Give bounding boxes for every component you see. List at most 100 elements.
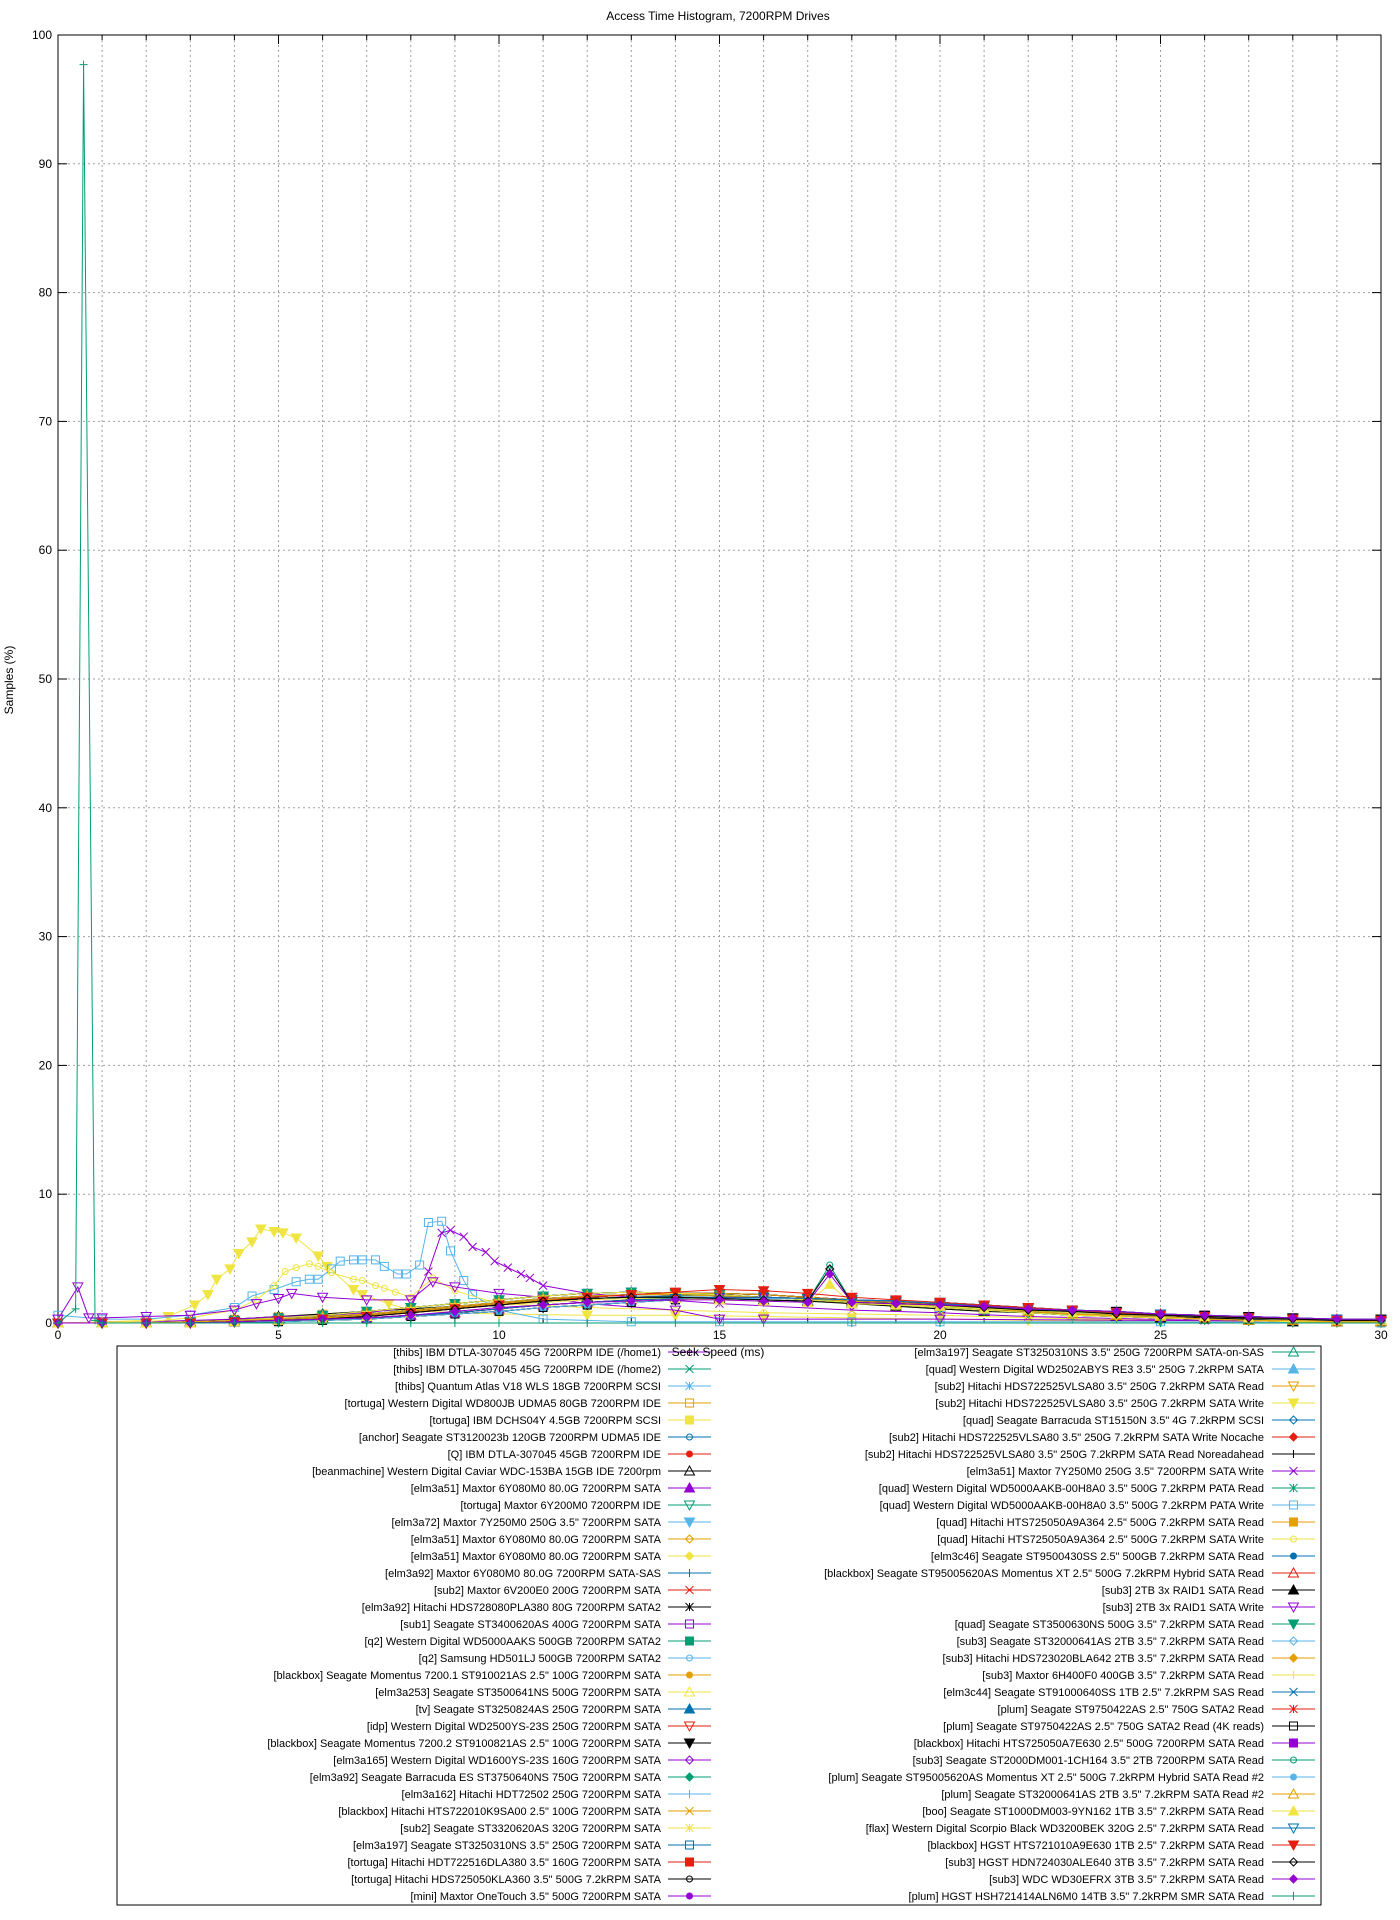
legend-marker <box>1289 1450 1298 1458</box>
data-point <box>372 1282 380 1290</box>
data-point <box>347 1285 360 1296</box>
legend-entry: [sub2] Hitachi HDS722525VLSA80 3.5" 250G… <box>865 1449 1315 1461</box>
legend-entry: [elm3a92] Hitachi HDS728080PLA380 80G 72… <box>362 1602 711 1614</box>
legend-marker <box>1289 1500 1298 1510</box>
legend-entry: [elm3a92] Seagate Barracuda ES ST3750640… <box>310 1772 711 1784</box>
legend-entry: [blackbox] HGST HTS721010A9E630 1TB 2.5"… <box>927 1840 1315 1852</box>
legend-marker <box>683 1500 696 1512</box>
legend-entry: [elm3a51] Maxtor 6Y080M0 80.0G 7200RPM S… <box>411 1481 711 1495</box>
data-point <box>186 1319 195 1327</box>
legend-marker <box>1288 1653 1299 1663</box>
legend-entry: [plum] Seagate ST9750422AS 2.5" 750G SAT… <box>943 1721 1315 1733</box>
legend-entry: [thibs] IBM DTLA-307045 45G 7200RPM IDE … <box>393 1347 711 1359</box>
x-tick-label: 30 <box>1374 1328 1388 1342</box>
legend-entry: [tortuga] Western Digital WD800JB UDMA5 … <box>345 1398 711 1410</box>
data-point <box>1111 1306 1122 1317</box>
y-tick-label: 50 <box>39 672 53 686</box>
legend-entry: [elm3a72] Maxtor 7Y250M0 250G 3.5" 7200R… <box>392 1517 711 1529</box>
legend-label: [thibs] Quantum Atlas V18 WLS 18GB 7200R… <box>395 1381 661 1393</box>
legend-label: [plum] Seagate ST95005620AS Momentus XT … <box>828 1772 1264 1784</box>
data-point <box>449 1282 461 1293</box>
legend-marker <box>1287 1787 1300 1799</box>
data-point <box>188 1300 201 1311</box>
legend-box <box>116 1345 1322 1906</box>
data-point <box>582 1297 592 1308</box>
legend-entry: [blackbox] Seagate ST95005620AS Momentus… <box>824 1566 1315 1580</box>
legend-entry: [q2] Western Digital WD5000AAKS 500GB 72… <box>364 1636 711 1648</box>
legend-marker <box>1287 1566 1300 1578</box>
legend-entry: [tortuga] Hitachi HDT722516DLA380 3.5" 1… <box>348 1857 711 1869</box>
legend-marker <box>1287 1804 1300 1816</box>
data-point <box>1156 1319 1165 1327</box>
legend-label: [elm3a197] Seagate ST3250310NS 3.5" 250G… <box>353 1840 662 1852</box>
legend-entry: [elm3a162] Hitachi HDT72502 250G 7200RPM… <box>402 1789 711 1801</box>
legend-entry: [sub2] Maxtor 6V200E0 200G 7200RPM SATA <box>434 1585 711 1597</box>
legend-label: [Q] IBM DTLA-307045 45GB 7200RPM IDE <box>448 1449 661 1461</box>
data-point <box>358 1277 366 1284</box>
data-point <box>427 1277 439 1288</box>
legend-marker <box>685 1671 694 1679</box>
legend-marker <box>685 1585 694 1595</box>
legend-label: [elm3a165] Western Digital WD1600YS-23S … <box>333 1755 661 1767</box>
data-point <box>326 1264 336 1274</box>
legend-marker <box>685 1348 694 1356</box>
data-point <box>184 1310 197 1322</box>
legend-label: [plum] Seagate ST9750422AS 2.5" 750G SAT… <box>998 1704 1264 1716</box>
y-tick-label: 100 <box>32 28 52 42</box>
legend-entry: [sub3] 2TB 3x RAID1 SATA Read <box>1102 1583 1315 1597</box>
data-point <box>274 1319 283 1327</box>
data-point <box>759 1319 768 1327</box>
legend-entry: [quad] Western Digital WD2502ABYS RE3 3.… <box>926 1362 1315 1376</box>
x-tick-label: 20 <box>933 1328 947 1342</box>
y-tick-label: 60 <box>39 543 53 557</box>
data-point <box>224 1264 236 1275</box>
legend-label: [sub1] Seagate ST3400620AS 400G 7200RPM … <box>400 1619 661 1631</box>
legend-marker <box>684 1551 695 1561</box>
legend-entry: [elm3a165] Western Digital WD1600YS-23S … <box>333 1755 711 1767</box>
data-point <box>255 1224 267 1236</box>
data-point <box>713 1314 726 1326</box>
legend-label: [sub3] WDC WD30EFRX 3TB 3.5" 7.2kRPM SAT… <box>989 1874 1264 1886</box>
legend-label: [sub2] Maxtor 6V200E0 200G 7200RPM SATA <box>434 1585 662 1597</box>
legend-marker <box>683 1481 696 1493</box>
data-point <box>979 1301 989 1311</box>
data-point <box>848 1310 856 1318</box>
legend-entry: [sub3] Seagate ST32000641AS 2TB 3.5" 7.2… <box>957 1636 1315 1648</box>
legend-label: [quad] Hitachi HTS725050A9A364 2.5" 500G… <box>936 1517 1264 1529</box>
legend-entry: [elm3a51] Maxtor 6Y080M0 80.0G 7200RPM S… <box>411 1551 711 1563</box>
legend-label: [plum] Seagate ST32000641AS 2TB 3.5" 7.2… <box>941 1789 1264 1801</box>
legend-entry: [elm3a51] Maxtor 7Y250M0 250G 3.5" 7200R… <box>967 1466 1315 1478</box>
legend-marker <box>685 1857 694 1867</box>
data-point <box>495 1319 503 1327</box>
legend-marker <box>1287 1602 1300 1614</box>
data-point <box>250 1299 263 1310</box>
legend-marker <box>1289 1704 1298 1714</box>
legend-label: [blackbox] Seagate Momentus 7200.1 ST910… <box>273 1670 661 1682</box>
legend-entry: [beanmachine] Western Digital Caviar WDC… <box>312 1464 711 1478</box>
data-point <box>391 1288 399 1296</box>
data-point <box>538 1300 548 1310</box>
legend-entry: [tortuga] IBM DCHS04Y 4.5GB 7200RPM SCSI <box>429 1415 711 1427</box>
data-point <box>406 1319 415 1327</box>
data-point <box>671 1319 680 1327</box>
data-point <box>380 1284 388 1292</box>
series-line <box>57 1281 1382 1323</box>
y-tick-label: 40 <box>39 801 53 815</box>
legend-label: [elm3a51] Maxtor 6Y080M0 80.0G 7200RPM S… <box>411 1534 662 1546</box>
data-point <box>714 1295 725 1305</box>
data-point <box>291 1277 301 1287</box>
legend-entry: [sub3] Hitachi HDS723020BLA642 2TB 3.5" … <box>943 1653 1315 1665</box>
legend-entry: [elm3a197] Seagate ST3250310NS 3.5" 250G… <box>353 1840 711 1852</box>
data-point <box>758 1296 769 1306</box>
data-point <box>525 1273 535 1283</box>
data-point <box>379 1261 389 1271</box>
data-point <box>312 1251 325 1263</box>
data-point <box>305 1260 313 1268</box>
legend-label: [sub3] 2TB 3x RAID1 SATA Write <box>1103 1602 1264 1614</box>
data-point <box>314 1262 322 1270</box>
legend-label: [boo] Seagate ST1000DM003-9YN162 1TB 3.5… <box>922 1806 1264 1818</box>
legend-label: [tortuga] IBM DCHS04Y 4.5GB 7200RPM SCSI <box>429 1415 661 1427</box>
legend-marker <box>685 1415 694 1425</box>
legend-entry: [sub3] WDC WD30EFRX 3TB 3.5" 7.2kRPM SAT… <box>989 1874 1315 1886</box>
data-point <box>272 1294 285 1305</box>
